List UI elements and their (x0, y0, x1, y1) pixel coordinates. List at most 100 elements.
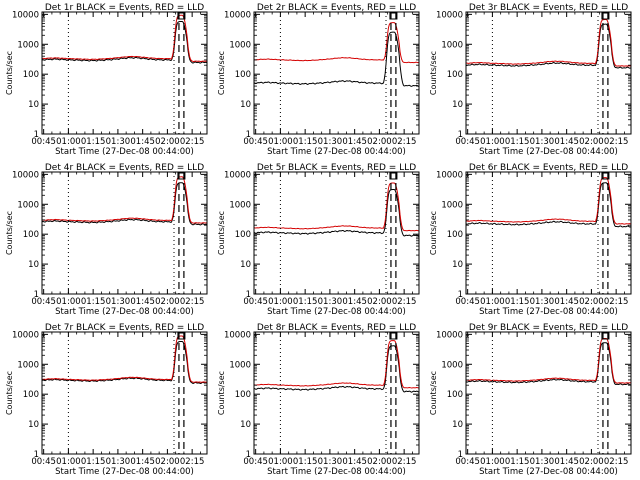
y-tick-label: 10 (240, 420, 251, 430)
y-tick-label: 10 (28, 260, 39, 270)
x-tick-label: 02:00 (579, 297, 604, 307)
series-events-line (42, 340, 207, 384)
x-tick-label: 01:30 (318, 137, 343, 147)
y-tick-label: 10000 (436, 10, 463, 20)
x-tick-label: 02:00 (155, 457, 180, 467)
x-axis-label: Start Time (27-Dec-08 00:44:00) (267, 307, 406, 317)
x-tick-label: 01:15 (81, 457, 106, 467)
x-tick-label: 01:00 (268, 137, 293, 147)
x-tick-label: 01:30 (530, 297, 555, 307)
panel-7: 1 10 100 1000 10000 00:45 01:00 01:15 01:30 01:45… (5, 323, 208, 477)
x-axis-label: Start Time (27-Dec-08 00:44:00) (267, 147, 406, 157)
y-tick-label: 10 (240, 100, 251, 110)
y-tick-label: 1 (458, 130, 463, 140)
x-tick-label: 01:45 (342, 297, 367, 307)
panel-3: 1 10 100 1000 10000 00:45 01:00 01:15 01:30 01:45… (429, 3, 632, 157)
panel-1: 1 10 100 1000 10000 00:45 01:00 01:15 01:30 01:45… (5, 3, 208, 157)
x-tick-label: 00:45 (31, 297, 56, 307)
x-tick-label: 00:45 (31, 457, 56, 467)
x-tick-label: 02:15 (392, 457, 417, 467)
x-tick-label: 02:00 (367, 137, 392, 147)
y-tick-label: 10000 (224, 170, 251, 180)
flare-marker-icon (177, 12, 186, 20)
x-tick-label: 02:00 (579, 457, 604, 467)
y-tick-label: 1 (246, 130, 251, 140)
y-tick-label: 1000 (229, 200, 251, 210)
x-tick-label: 02:15 (180, 137, 205, 147)
panel-title: Det 5r BLACK = Events, RED = LLD (257, 163, 416, 173)
panel-title: Det 3r BLACK = Events, RED = LLD (469, 3, 628, 13)
x-axis-label: Start Time (27-Dec-08 00:44:00) (55, 467, 194, 477)
series-events-line (42, 182, 207, 226)
panel-title: Det 1r BLACK = Events, RED = LLD (45, 3, 204, 13)
x-tick-label: 01:00 (480, 297, 505, 307)
y-tick-label: 100 (235, 70, 251, 80)
y-tick-label: 1000 (17, 360, 39, 370)
y-tick-label: 100 (23, 390, 39, 400)
y-tick-label: 10000 (224, 330, 251, 340)
y-tick-label: 1000 (229, 40, 251, 50)
series-lld-line (254, 340, 419, 389)
x-tick-label: 02:00 (367, 297, 392, 307)
series-lld-line (42, 14, 207, 62)
series-lld-line (42, 176, 207, 224)
y-tick-label: 1 (246, 450, 251, 460)
y-tick-label: 10 (28, 420, 39, 430)
x-tick-label: 00:45 (455, 297, 480, 307)
x-tick-label: 01:30 (530, 137, 555, 147)
plot-frame (41, 171, 208, 295)
y-tick-label: 1 (34, 130, 39, 140)
x-tick-label: 01:15 (505, 297, 530, 307)
flare-marker-icon (177, 332, 186, 340)
y-tick-label: 10 (28, 100, 39, 110)
y-tick-label: 1000 (441, 200, 463, 210)
x-tick-label: 01:15 (505, 137, 530, 147)
x-tick-label: 01:30 (318, 457, 343, 467)
x-tick-label: 02:15 (180, 457, 205, 467)
y-axis-label: Counts/sec (5, 51, 14, 95)
panel-4: 1 10 100 1000 10000 00:45 01:00 01:15 01:30 01:45… (5, 163, 208, 317)
plot-frame (41, 331, 208, 455)
x-tick-label: 00:45 (243, 297, 268, 307)
flare-marker-icon (389, 172, 398, 180)
y-axis-label: Counts/sec (217, 51, 226, 95)
series-lld-line (466, 19, 631, 67)
x-tick-label: 01:15 (293, 457, 318, 467)
x-tick-label: 01:45 (130, 457, 155, 467)
x-tick-label: 01:00 (56, 297, 81, 307)
x-tick-label: 02:00 (367, 457, 392, 467)
x-tick-label: 02:15 (604, 457, 629, 467)
plot-frame (253, 11, 420, 135)
x-tick-label: 01:45 (130, 137, 155, 147)
series-events-line (254, 189, 419, 237)
y-tick-label: 100 (447, 230, 463, 240)
panel-title: Det 2r BLACK = Events, RED = LLD (257, 3, 416, 13)
x-tick-label: 00:45 (31, 137, 56, 147)
x-axis-label: Start Time (27-Dec-08 00:44:00) (267, 467, 406, 477)
x-tick-label: 01:15 (293, 297, 318, 307)
y-tick-label: 10000 (12, 170, 39, 180)
x-tick-label: 01:45 (342, 137, 367, 147)
x-tick-label: 01:45 (554, 457, 579, 467)
series-lld-line (466, 177, 631, 225)
x-tick-label: 01:30 (318, 297, 343, 307)
x-axis-label: Start Time (27-Dec-08 00:44:00) (55, 147, 194, 157)
x-tick-label: 02:00 (155, 297, 180, 307)
plot-frame (465, 11, 632, 135)
x-axis-label: Start Time (27-Dec-08 00:44:00) (55, 307, 194, 317)
x-tick-label: 01:45 (554, 297, 579, 307)
x-axis-label: Start Time (27-Dec-08 00:44:00) (479, 307, 618, 317)
x-axis-label: Start Time (27-Dec-08 00:44:00) (479, 467, 618, 477)
panel-9: 1 10 100 1000 10000 00:45 01:00 01:15 01:30 01:45… (429, 323, 632, 477)
plot-frame (253, 331, 420, 455)
x-tick-label: 01:15 (81, 137, 106, 147)
x-tick-label: 02:15 (604, 137, 629, 147)
panel-title: Det 9r BLACK = Events, RED = LLD (469, 323, 628, 333)
y-tick-label: 1 (34, 450, 39, 460)
y-axis-label: Counts/sec (5, 371, 14, 415)
panel-title: Det 7r BLACK = Events, RED = LLD (45, 323, 204, 333)
series-lld-line (42, 335, 207, 383)
y-tick-label: 10 (240, 260, 251, 270)
y-tick-label: 1000 (441, 40, 463, 50)
